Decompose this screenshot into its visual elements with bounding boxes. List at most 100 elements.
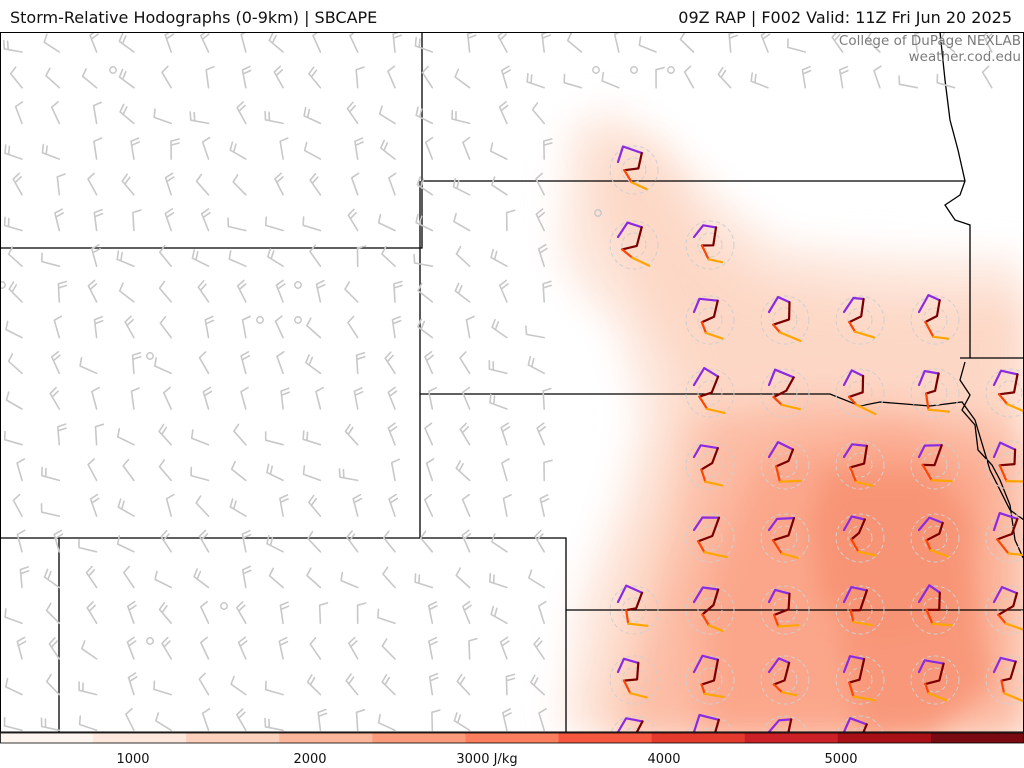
wind-barb xyxy=(43,568,61,589)
wind-barb xyxy=(534,529,545,553)
wind-barb xyxy=(543,459,553,482)
hodograph-ring xyxy=(775,727,795,732)
wind-barb xyxy=(197,280,210,303)
colorbar-segment xyxy=(837,733,932,743)
wind-barb xyxy=(87,279,98,303)
wind-barb xyxy=(236,708,247,732)
hodograph-trace xyxy=(692,367,720,387)
hodograph-trace xyxy=(997,613,1007,625)
wind-barb xyxy=(121,173,135,196)
cape-shading xyxy=(560,110,1024,732)
hodograph-trace xyxy=(924,682,930,695)
wind-barb xyxy=(465,315,475,339)
wind-barb xyxy=(527,356,545,375)
hodograph-ring xyxy=(847,597,873,623)
wind-barb xyxy=(267,248,284,267)
wind-barb xyxy=(116,428,135,446)
wind-barb xyxy=(86,601,98,624)
wind-barb xyxy=(461,493,471,517)
wind-barb xyxy=(16,636,27,660)
wind-barb xyxy=(388,172,397,196)
wind-barb xyxy=(387,422,398,446)
wind-barb xyxy=(165,493,175,517)
wind-barb xyxy=(490,605,508,624)
hodograph-trace xyxy=(771,516,796,542)
hodograph-ring xyxy=(835,368,885,418)
wind-barb xyxy=(94,423,105,446)
credit-url: weather.cod.edu xyxy=(908,49,1021,65)
wind-barb xyxy=(377,608,396,624)
hodograph-ring xyxy=(910,440,960,490)
wind-barb xyxy=(275,279,286,303)
hodograph-trace xyxy=(697,540,706,554)
wind-barb xyxy=(427,601,438,624)
wind-barb xyxy=(392,32,402,53)
colorbar-segment xyxy=(186,733,280,743)
wind-barb xyxy=(9,66,23,89)
hodograph-trace xyxy=(700,299,719,324)
wind-barb xyxy=(230,675,247,696)
wind-barb xyxy=(424,422,434,446)
wind-barb xyxy=(201,708,211,732)
hodograph-trace xyxy=(842,443,869,459)
hodograph-trace xyxy=(842,369,865,387)
hodograph-ring xyxy=(685,585,735,635)
wind-barb xyxy=(4,144,23,160)
hodograph-trace xyxy=(767,368,795,387)
hodograph-ring xyxy=(922,525,948,551)
wind-barb xyxy=(241,65,252,89)
hodograph-trace xyxy=(931,622,953,627)
wind-barb xyxy=(54,208,64,232)
hodograph-trace xyxy=(1005,480,1024,483)
hodograph-ring xyxy=(847,525,873,551)
wind-barb xyxy=(338,468,359,482)
wind-barb xyxy=(601,71,620,89)
wind-barb xyxy=(431,709,441,732)
hodograph-trace xyxy=(700,683,706,695)
hodograph-trace xyxy=(854,403,877,416)
wind-barb xyxy=(116,535,135,553)
wind-barb xyxy=(425,136,434,160)
wind-barb xyxy=(309,244,322,267)
wind-barb xyxy=(531,102,545,125)
wind-barb xyxy=(417,318,434,339)
state-borders xyxy=(0,32,1024,732)
wind-barb xyxy=(491,176,508,196)
wind-barb xyxy=(655,66,665,89)
wind-barb xyxy=(268,567,284,589)
colorbar-segment xyxy=(372,733,466,743)
wind-barb xyxy=(118,32,135,53)
wind-barb xyxy=(421,65,434,89)
wind-barb xyxy=(302,430,322,446)
wind-barb xyxy=(237,636,248,660)
wind-barb xyxy=(415,106,434,125)
hodograph-trace xyxy=(850,538,860,553)
hodograph-trace xyxy=(855,753,876,756)
hodograph-trace xyxy=(924,372,940,395)
hodograph-trace xyxy=(700,658,720,686)
hodograph-trace xyxy=(703,551,728,559)
hodograph-trace xyxy=(625,591,644,612)
wind-barb xyxy=(279,494,289,517)
hodograph-trace xyxy=(703,692,725,699)
hodograph-trace xyxy=(992,511,1019,532)
wind-barb xyxy=(130,387,140,410)
colorbar-segment xyxy=(465,733,560,743)
hodograph-trace xyxy=(848,321,857,333)
wind-barb xyxy=(78,681,98,696)
wind-barb xyxy=(273,65,284,89)
wind-barb xyxy=(497,32,508,53)
wind-barb xyxy=(414,36,434,53)
wind-barb xyxy=(454,282,471,303)
wind-barb xyxy=(491,533,508,553)
wind-barb xyxy=(170,138,180,160)
hodograph-trace xyxy=(842,296,865,314)
hodograph-trace xyxy=(775,745,781,754)
hodograph-ring xyxy=(697,667,723,693)
hodograph-trace xyxy=(930,479,953,483)
hodograph-trace xyxy=(848,297,865,324)
hodograph-ring xyxy=(997,380,1023,406)
wind-barb xyxy=(92,101,102,125)
wind-barb xyxy=(40,717,61,732)
wind-barb xyxy=(236,279,247,303)
